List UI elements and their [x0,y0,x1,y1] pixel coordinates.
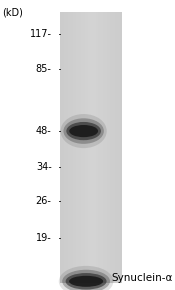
Ellipse shape [59,266,113,290]
Text: (kD): (kD) [2,7,23,17]
Text: 34-: 34- [36,162,52,172]
Ellipse shape [66,122,101,140]
Text: 85-: 85- [36,64,52,74]
Ellipse shape [62,270,110,290]
Text: 48-: 48- [36,126,52,136]
Ellipse shape [63,118,104,144]
Ellipse shape [66,273,107,289]
Ellipse shape [61,114,107,148]
Text: 26-: 26- [36,196,52,206]
Text: Synuclein-α: Synuclein-α [112,273,173,283]
FancyBboxPatch shape [60,12,122,283]
Ellipse shape [69,276,103,287]
Ellipse shape [69,125,98,137]
Text: 117-: 117- [30,29,52,39]
Text: 19-: 19- [36,233,52,243]
